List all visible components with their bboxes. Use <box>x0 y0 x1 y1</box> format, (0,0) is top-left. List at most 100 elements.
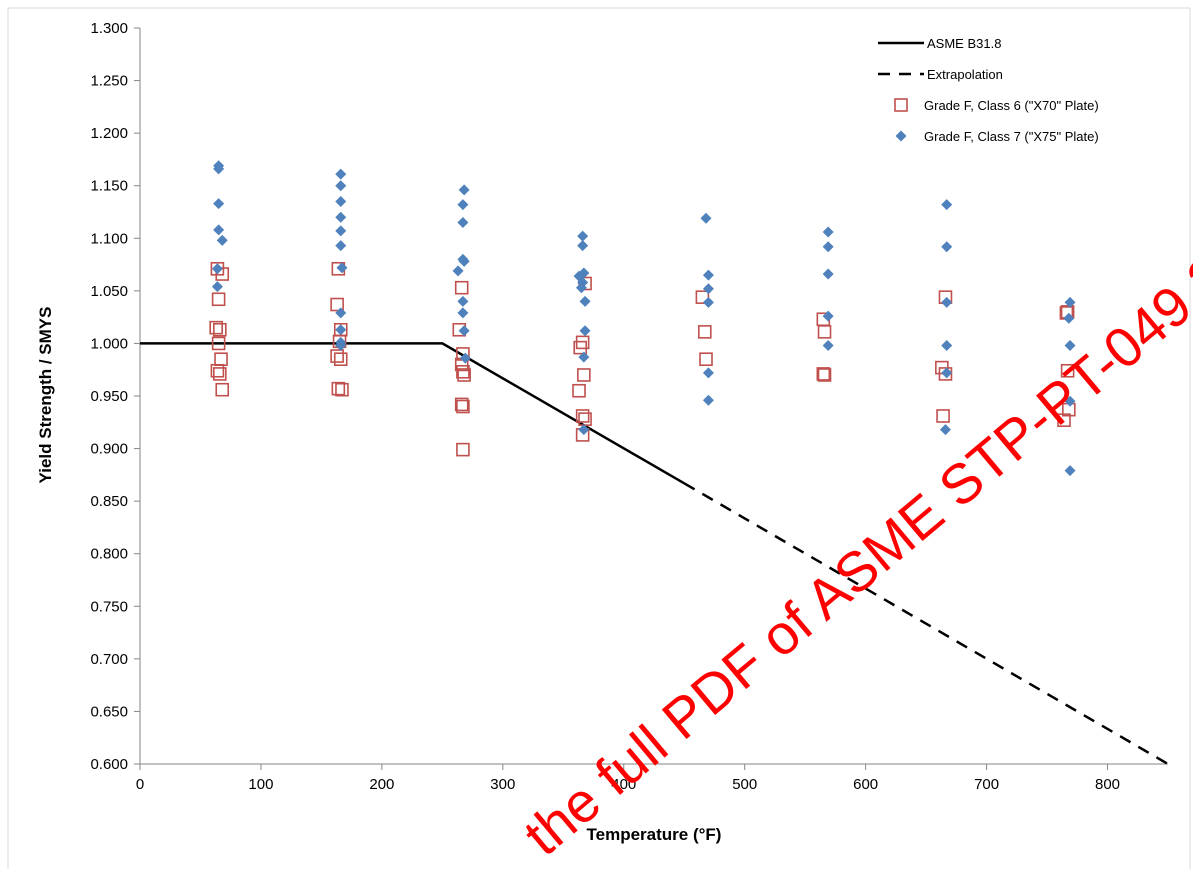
legend-label: Grade F, Class 6 ("X70" Plate) <box>924 98 1099 113</box>
x70-data-point <box>816 367 831 381</box>
x75-data-point <box>702 394 714 406</box>
x75-data-point <box>457 295 469 307</box>
series-markers <box>209 160 1076 477</box>
x75-data-point <box>578 351 590 363</box>
x75-data-point <box>213 198 225 210</box>
y-tick-label: 0.650 <box>90 703 128 720</box>
x70-data-point <box>456 365 470 379</box>
x-tick-labels: 0 100 200 300 400 500 600 700 800 <box>136 764 1120 793</box>
x-tick-label: 500 <box>732 776 757 793</box>
x70-data-point <box>211 336 226 351</box>
x70-data-point <box>214 352 228 367</box>
x75-data-point <box>578 424 590 436</box>
x75-data-point <box>335 180 347 192</box>
x75-data-point <box>458 184 470 196</box>
x75-data-point <box>1064 340 1076 352</box>
x75-data-point <box>335 340 347 352</box>
x75-data-point <box>702 367 714 379</box>
x75-data-point <box>579 295 591 307</box>
x70-data-point <box>577 368 591 382</box>
x75-data-point <box>702 269 714 281</box>
y-tick-label: 0.750 <box>90 598 128 615</box>
x75-data-point <box>457 199 469 211</box>
x75-data-point <box>941 340 953 352</box>
x75-data-point <box>702 283 714 295</box>
x75-data-point <box>1064 395 1076 407</box>
x70-data-point <box>575 409 590 423</box>
y-axis-title: Yield Strength / SMYS <box>36 307 55 484</box>
extrapolation-line <box>683 482 1169 766</box>
x75-data-point <box>577 240 589 252</box>
x75-data-point <box>700 212 712 224</box>
x75-data-point <box>457 307 469 319</box>
x70-data-point <box>335 382 349 397</box>
x70-data-point <box>578 412 592 426</box>
x75-data-point <box>941 241 953 253</box>
y-tick-label: 1.250 <box>90 73 128 90</box>
x75-data-point <box>941 199 953 211</box>
x-tick-label: 400 <box>611 776 636 793</box>
legend-label: Extrapolation <box>927 67 1003 82</box>
x75-data-point <box>575 282 587 294</box>
x75-data-point <box>213 163 225 175</box>
x70-data-point <box>215 267 230 281</box>
y-tick-label: 0.700 <box>90 651 128 668</box>
x75-data-point <box>336 262 348 274</box>
x-tick-label: 0 <box>136 776 144 793</box>
x-tick-label: 300 <box>490 776 515 793</box>
x75-data-point <box>452 265 464 277</box>
y-tick-label: 0.800 <box>90 546 128 563</box>
x75-data-point <box>941 367 953 379</box>
x75-data-point <box>459 352 471 364</box>
x75-data-point <box>822 268 834 280</box>
y-tick-label: 1.150 <box>90 178 128 195</box>
x75-data-point <box>1063 312 1075 324</box>
x70-data-point <box>209 320 223 335</box>
x-axis-title: Temperature (°F) <box>587 825 722 844</box>
x70-data-point <box>330 297 344 312</box>
x70-data-point <box>456 442 470 457</box>
legend-label: Grade F, Class 7 ("X75" Plate) <box>924 129 1099 144</box>
x75-data-point <box>822 310 834 322</box>
x75-data-point <box>216 234 228 246</box>
y-tick-labels: 0.600 0.650 0.700 0.750 0.800 0.850 0.900 0.950… <box>90 20 140 773</box>
x75-data-point <box>579 325 591 337</box>
x70-data-point <box>1057 413 1071 427</box>
legend-label: ASME B31.8 <box>927 36 1001 51</box>
x75-data-point <box>822 241 834 253</box>
x70-data-point <box>215 382 230 397</box>
x-tick-label: 700 <box>974 776 999 793</box>
x-tick-label: 100 <box>248 776 273 793</box>
x70-data-point <box>333 352 348 367</box>
x70-data-point <box>1060 363 1075 378</box>
x70-data-point <box>573 340 588 355</box>
legend: ASME B31.8 Extrapolation Grade F, Class 6 … <box>878 36 1099 144</box>
asme-b31-8-line <box>140 342 685 485</box>
x70-data-point <box>457 368 471 382</box>
x-tick-label: 200 <box>369 776 394 793</box>
x70-data-point <box>456 399 470 414</box>
x75-data-point <box>335 195 347 207</box>
y-tick-label: 1.300 <box>90 20 128 37</box>
x75-data-point <box>335 211 347 223</box>
x70-data-point <box>210 363 225 378</box>
x75-data-point <box>939 424 951 436</box>
x75-data-point <box>335 324 347 336</box>
series-lines <box>140 342 1169 766</box>
x70-data-point <box>697 325 712 339</box>
x70-data-point <box>817 368 832 382</box>
x70-data-point <box>699 352 713 367</box>
x75-data-point <box>458 255 470 267</box>
x70-data-point <box>213 367 227 381</box>
x70-data-point <box>213 322 227 337</box>
x75-data-point <box>458 325 470 337</box>
x75-data-point <box>1064 465 1076 477</box>
x-tick-label: 600 <box>853 776 878 793</box>
y-tick-label: 1.000 <box>90 335 128 352</box>
y-tick-label: 1.200 <box>90 125 128 142</box>
legend-swatch-diamond <box>895 130 907 142</box>
y-tick-label: 1.100 <box>90 230 128 247</box>
x75-data-point <box>211 281 223 293</box>
x70-data-point <box>454 397 469 412</box>
